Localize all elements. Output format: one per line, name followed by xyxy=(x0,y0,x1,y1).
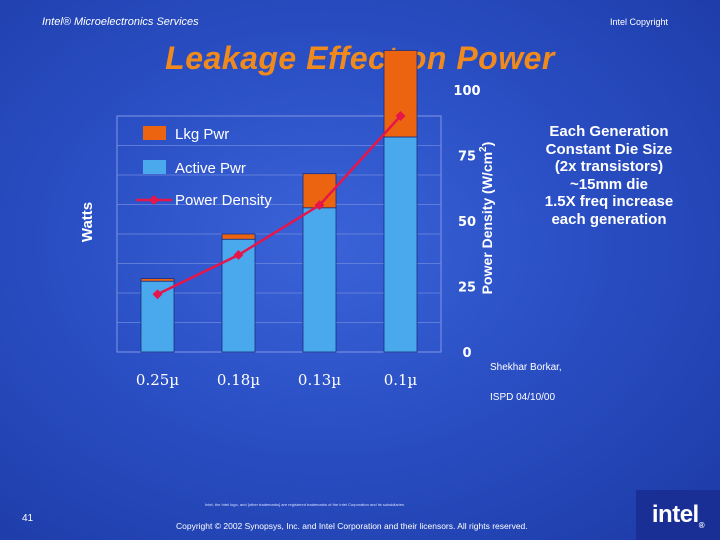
footer-copyright-text: Copyright © 2002 Synopsys, Inc. and Inte… xyxy=(176,521,528,531)
credit-author: Shekhar Borkar, xyxy=(490,362,562,373)
intel-logo-text: intel® xyxy=(651,500,705,530)
side-note-line: ~15mm die xyxy=(570,175,648,193)
x-tick-label: 0.18µ xyxy=(217,371,260,389)
right-tick-label: 75 xyxy=(458,149,476,164)
legend-swatch xyxy=(143,126,166,140)
right-tick-label: 25 xyxy=(458,280,476,295)
bar-active-pwr xyxy=(383,136,418,353)
power-density-point xyxy=(314,200,325,211)
footer-trademark-text: Intel, the Intel logo, and [other tradem… xyxy=(205,502,404,507)
legend: Lkg Pwr Active Pwr Power Density xyxy=(136,126,272,209)
slide-number: 41 xyxy=(22,513,34,524)
bar-active-pwr xyxy=(302,207,337,353)
right-axis-label: Power Density (W/cm2) xyxy=(478,142,495,295)
side-note-line: 1.5X freq increase xyxy=(544,193,674,210)
power-density-curve xyxy=(156,115,402,296)
legend-label: Power Density xyxy=(175,192,272,209)
legend-label: Active Pwr xyxy=(175,160,246,177)
side-note-line: (2x transistors) xyxy=(554,158,664,175)
header-copyright-text: Intel Copyright xyxy=(609,17,668,27)
bar-lkg-pwr xyxy=(221,233,256,240)
bar-lkg-pwr xyxy=(140,278,175,282)
bar-lkg-pwr xyxy=(383,50,418,138)
side-note: Each Generation Constant Die Size (2x tr… xyxy=(524,123,694,228)
slide-title: Leakage Effect on Power xyxy=(165,40,555,76)
right-tick-label: 0 xyxy=(462,346,471,361)
credit-date: ISPD 04/10/00 xyxy=(490,392,556,403)
side-note-line: Each Generation xyxy=(549,123,669,140)
x-tick-label: 0.13µ xyxy=(298,371,341,389)
legend-marker xyxy=(149,195,159,205)
bars xyxy=(140,50,418,353)
header-left-text: Intel® Microelectronics Services xyxy=(42,16,199,28)
right-tick-label: 50 xyxy=(458,215,476,230)
x-axis-labels: 0.25µ 0.18µ 0.13µ 0.1µ xyxy=(136,371,418,389)
y-axis-label: Watts xyxy=(79,202,96,242)
side-note-line: Constant Die Size xyxy=(545,140,673,158)
power-density-point xyxy=(233,250,244,260)
right-tick-label: 100 xyxy=(453,84,480,99)
power-density-point xyxy=(152,289,163,300)
legend-label: Lkg Pwr xyxy=(175,126,229,143)
x-tick-label: 0.1µ xyxy=(384,371,418,389)
legend-swatch xyxy=(143,160,166,174)
x-tick-label: 0.25µ xyxy=(136,371,179,389)
side-note-line: each generation xyxy=(551,210,667,228)
intel-logo: intel® xyxy=(636,490,720,540)
right-axis-ticks: 0 25 50 75 100 xyxy=(453,84,480,361)
